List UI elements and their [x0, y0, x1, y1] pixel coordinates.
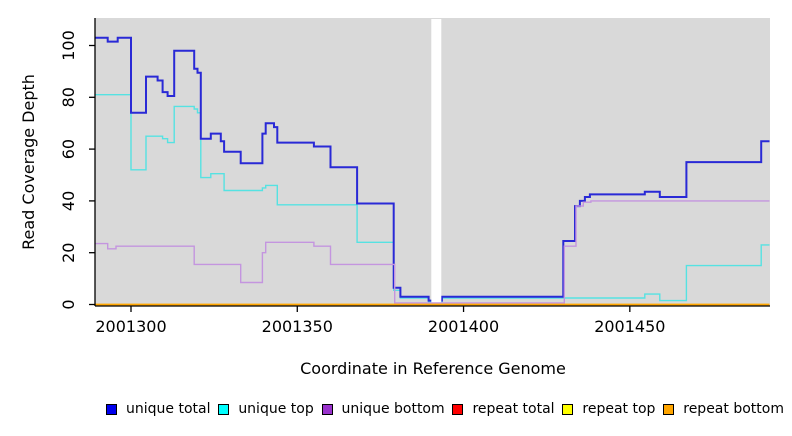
- y-axis-title: Read Coverage Depth: [19, 74, 38, 250]
- y-tick-label: 40: [59, 191, 78, 211]
- series-line-unique-total: [95, 36, 770, 302]
- legend-label: repeat total: [472, 401, 555, 417]
- y-tick-label: 80: [59, 87, 78, 107]
- y-tick-label: 20: [59, 243, 78, 263]
- series-layer-under: [95, 36, 770, 303]
- y-tick-label: 100: [59, 30, 78, 61]
- legend-item-unique-total: unique total: [106, 402, 210, 416]
- legend-item-repeat-total: repeat total: [452, 401, 555, 417]
- legend-swatch-repeat-top: [562, 403, 574, 415]
- x-tick-label: 2001400: [428, 317, 499, 336]
- y-tick-label: 0: [59, 299, 78, 309]
- legend-label: repeat top: [582, 401, 656, 417]
- legend-swatch-repeat-total: [452, 403, 464, 415]
- y-tick-label: 60: [59, 139, 78, 159]
- x-tick-label: 2001350: [262, 317, 333, 336]
- masked-region: [431, 19, 442, 303]
- legend-swatch-unique-top: [218, 403, 230, 415]
- legend-item-repeat-bottom: repeat bottom: [663, 402, 784, 416]
- legend-label: unique total: [126, 401, 211, 417]
- series-line-unique-top: [95, 94, 770, 303]
- legend-swatch-unique-total: [106, 403, 117, 415]
- legend-label: repeat bottom: [683, 401, 784, 417]
- x-tick-label: 2001450: [594, 317, 665, 336]
- legend-item-unique-bottom: unique bottom: [321, 401, 445, 417]
- series-layer-over: [95, 200, 770, 306]
- x-axis-title: Coordinate in Reference Genome: [300, 359, 566, 378]
- series-line-unique-bottom: [95, 200, 770, 304]
- legend: unique total unique top unique bottom repea…: [106, 399, 784, 419]
- legend-item-unique-top: unique top: [218, 401, 314, 417]
- legend-item-repeat-top: repeat top: [562, 402, 655, 416]
- legend-label: unique bottom: [341, 401, 445, 417]
- legend-swatch-unique-bottom: [321, 403, 333, 415]
- legend-swatch-repeat-bottom: [663, 403, 675, 415]
- axes-layer: 2001300 2001350 2001400 2001450 0 20 40 60 80 100: [59, 18, 770, 336]
- x-tick-label: 2001300: [95, 317, 166, 336]
- masked-region-layer: [431, 19, 442, 303]
- legend-label: unique top: [238, 401, 314, 417]
